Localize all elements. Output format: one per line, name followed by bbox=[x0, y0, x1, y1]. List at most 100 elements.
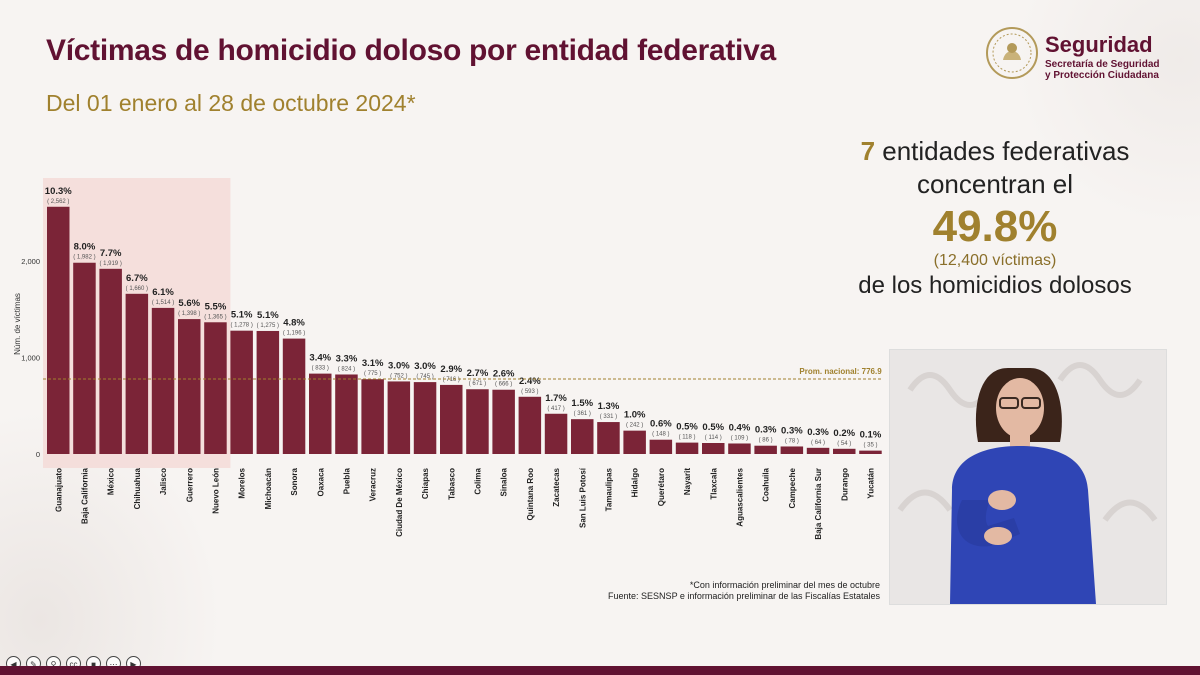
bar-value-label: ( 64 ) bbox=[811, 440, 825, 446]
bar-value-label: ( 148 ) bbox=[652, 432, 669, 438]
bar-percentage-label: 0.3% bbox=[781, 425, 803, 436]
bar-percentage-label: 0.3% bbox=[807, 427, 829, 438]
bar bbox=[518, 396, 542, 454]
category-tick-label: Nayarit bbox=[683, 468, 692, 495]
bar bbox=[780, 446, 804, 454]
category-tick-label: Jalisco bbox=[159, 468, 168, 495]
category-tick-label: Nuevo León bbox=[211, 468, 220, 514]
bar-value-label: ( 1,514 ) bbox=[152, 300, 174, 306]
category-tick-label: Morelos bbox=[238, 467, 247, 498]
bar-percentage-label: 4.8% bbox=[283, 318, 305, 329]
bar-percentage-label: 7.7% bbox=[100, 248, 122, 259]
category-tick-label: Baja California bbox=[80, 467, 89, 524]
bar bbox=[649, 439, 673, 454]
bar-percentage-label: 10.3% bbox=[45, 186, 72, 197]
summary-panel: 7 entidades federativas concentran el 49… bbox=[830, 136, 1160, 300]
bar-value-label: ( 331 ) bbox=[600, 414, 617, 420]
category-tick-label: Hidalgo bbox=[631, 468, 640, 497]
bar-percentage-label: 3.3% bbox=[336, 353, 358, 364]
bar bbox=[413, 382, 437, 454]
bar-percentage-label: 5.6% bbox=[178, 298, 200, 309]
bar bbox=[859, 450, 882, 454]
bar-percentage-label: 0.4% bbox=[729, 422, 751, 433]
category-tick-label: México bbox=[107, 468, 116, 495]
sign-language-interpreter-video bbox=[889, 349, 1167, 605]
y-tick-label: 2,000 bbox=[21, 257, 40, 266]
bar-value-label: ( 1,278 ) bbox=[230, 323, 252, 329]
bar bbox=[440, 384, 463, 454]
bar-percentage-label: 6.7% bbox=[126, 273, 148, 284]
footer-bar bbox=[0, 666, 1200, 675]
bar-percentage-label: 1.0% bbox=[624, 410, 646, 421]
category-tick-label: Guerrero bbox=[185, 468, 194, 502]
bar-value-label: ( 1,982 ) bbox=[73, 255, 95, 261]
bar-value-label: ( 78 ) bbox=[785, 438, 799, 444]
bar-value-label: ( 118 ) bbox=[679, 435, 696, 441]
category-tick-label: Michoacán bbox=[264, 468, 273, 509]
category-tick-label: Sinaloa bbox=[500, 467, 509, 496]
category-tick-label: Durango bbox=[840, 468, 849, 501]
summary-percent: 49.8% bbox=[932, 202, 1058, 251]
bar-value-label: ( 833 ) bbox=[312, 366, 329, 372]
bar-percentage-label: 1.5% bbox=[571, 398, 593, 409]
bar-value-label: ( 752 ) bbox=[390, 373, 407, 379]
bar bbox=[466, 389, 489, 454]
bar-percentage-label: 3.1% bbox=[362, 358, 384, 369]
bar bbox=[728, 443, 751, 454]
bar-value-label: ( 1,196 ) bbox=[283, 331, 305, 337]
bar bbox=[204, 322, 227, 454]
bar-value-label: ( 2,562 ) bbox=[47, 199, 69, 205]
y-tick-label: 1,000 bbox=[21, 354, 40, 363]
bar bbox=[675, 442, 699, 454]
bar-percentage-label: 3.4% bbox=[309, 353, 331, 364]
page-title: Víctimas de homicidio doloso por entidad… bbox=[46, 34, 776, 67]
category-tick-label: Guanajuato bbox=[54, 468, 63, 512]
bar-value-label: ( 86 ) bbox=[759, 438, 773, 444]
footnote-source: Fuente: SESNSP e información preliminar … bbox=[608, 591, 880, 601]
bar-value-label: ( 1,398 ) bbox=[178, 311, 200, 317]
bar-value-label: ( 745 ) bbox=[416, 374, 433, 380]
bar-percentage-label: 0.5% bbox=[676, 422, 698, 433]
category-tick-label: Colima bbox=[473, 467, 482, 494]
category-tick-label: San Luis Potosí bbox=[578, 467, 587, 528]
footnotes: *Con información preliminar del mes de o… bbox=[560, 580, 880, 602]
bar bbox=[833, 448, 856, 454]
bar-value-label: ( 1,660 ) bbox=[126, 286, 148, 292]
bar-percentage-label: 0.1% bbox=[860, 430, 882, 441]
bar-value-label: ( 593 ) bbox=[521, 389, 538, 395]
bar-percentage-label: 1.3% bbox=[598, 401, 620, 412]
bar bbox=[597, 422, 620, 454]
category-tick-label: Veracruz bbox=[369, 468, 378, 501]
logo-name: Seguridad bbox=[1045, 32, 1153, 57]
bar bbox=[47, 206, 70, 454]
bar-percentage-label: 0.3% bbox=[755, 425, 777, 436]
bar bbox=[492, 389, 515, 454]
bar-value-label: ( 1,275 ) bbox=[257, 323, 279, 329]
bar bbox=[754, 445, 777, 454]
category-tick-label: Chiapas bbox=[421, 467, 430, 499]
bar-percentage-label: 8.0% bbox=[74, 242, 96, 253]
bar bbox=[178, 319, 201, 454]
bar-value-label: ( 671 ) bbox=[469, 381, 486, 387]
category-tick-label: Tlaxcala bbox=[709, 467, 718, 499]
bar-value-label: ( 109 ) bbox=[731, 435, 748, 441]
bar bbox=[309, 373, 332, 454]
category-tick-label: Tamaulipas bbox=[604, 467, 613, 511]
bar-value-label: ( 114 ) bbox=[705, 435, 722, 441]
summary-count: 7 bbox=[860, 136, 876, 166]
category-tick-label: Quintana Roo bbox=[526, 468, 535, 521]
category-tick-label: Querétaro bbox=[657, 468, 666, 506]
category-tick-label: Zacatecas bbox=[552, 467, 561, 506]
bar-value-label: ( 666 ) bbox=[495, 382, 512, 388]
category-tick-label: Sonora bbox=[290, 467, 299, 495]
bar-value-label: ( 417 ) bbox=[547, 406, 564, 412]
category-tick-label: Chihuahua bbox=[133, 467, 142, 509]
category-tick-label: Coahuila bbox=[762, 467, 771, 501]
bar-percentage-label: 5.1% bbox=[231, 310, 253, 321]
bar bbox=[335, 374, 358, 454]
bar bbox=[125, 293, 149, 454]
category-tick-label: Aguascalientes bbox=[735, 467, 744, 526]
category-tick-label: Tabasco bbox=[447, 468, 456, 500]
bar bbox=[361, 379, 384, 454]
page-subtitle: Del 01 enero al 28 de octubre 2024* bbox=[46, 90, 416, 116]
